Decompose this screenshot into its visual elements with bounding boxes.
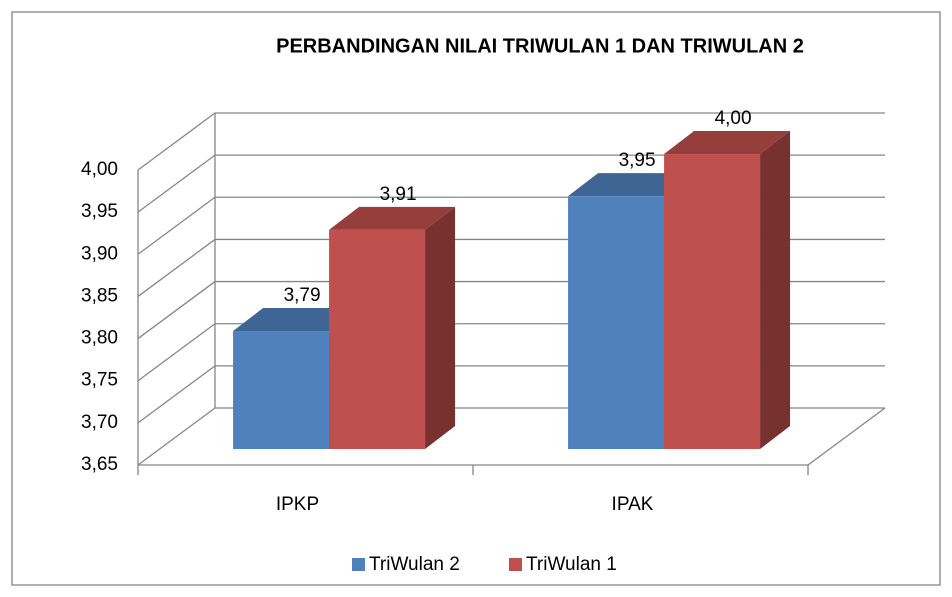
legend-swatch bbox=[509, 558, 522, 571]
bar-side bbox=[425, 206, 456, 450]
y-tick-label: 3,90 bbox=[81, 243, 118, 264]
bar-top bbox=[568, 173, 695, 197]
y-tick-label: 3,70 bbox=[81, 412, 118, 433]
legend-label: TriWulan 1 bbox=[526, 554, 617, 575]
data-label: 3,91 bbox=[380, 184, 417, 205]
bar-top bbox=[664, 131, 791, 155]
bar-top bbox=[329, 206, 456, 230]
bar bbox=[233, 331, 330, 450]
bar-top bbox=[233, 308, 360, 332]
data-label: 3,95 bbox=[619, 150, 656, 171]
data-label: 3,79 bbox=[284, 285, 321, 306]
y-tick-label: 3,95 bbox=[81, 201, 118, 222]
y-tick-label: 3,80 bbox=[81, 328, 118, 349]
x-tick-label: IPKP bbox=[276, 494, 319, 515]
bar bbox=[329, 229, 426, 450]
bar bbox=[664, 154, 761, 450]
y-tick-label: 4,00 bbox=[81, 159, 118, 180]
data-label: 4,00 bbox=[715, 108, 752, 129]
chart-title: PERBANDINGAN NILAI TRIWULAN 1 DAN TRIWUL… bbox=[276, 35, 804, 57]
legend-label: TriWulan 2 bbox=[369, 554, 460, 575]
legend-swatch bbox=[352, 558, 365, 571]
y-tick-label: 3,75 bbox=[81, 370, 118, 391]
bar-side bbox=[760, 131, 791, 450]
chart-border bbox=[11, 11, 941, 586]
x-tick-label: IPAK bbox=[612, 494, 654, 515]
y-tick-label: 3,85 bbox=[81, 285, 118, 306]
y-tick-label: 3,65 bbox=[81, 454, 118, 475]
bar bbox=[568, 196, 665, 450]
